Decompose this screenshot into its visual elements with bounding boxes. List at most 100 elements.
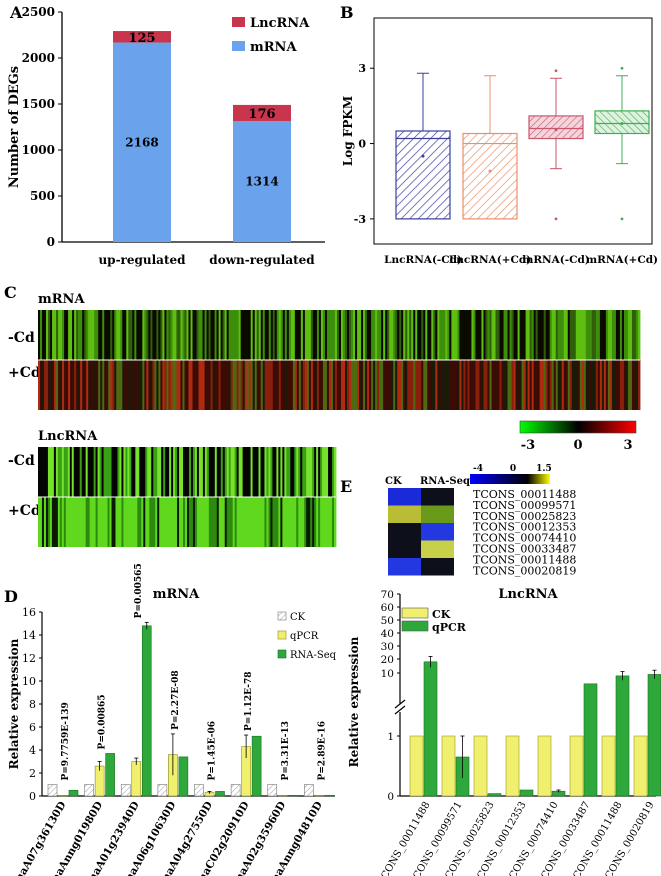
- heat-cell: [587, 310, 591, 360]
- row-label: +Cd: [8, 365, 41, 381]
- heat-cell: [132, 310, 135, 360]
- heat-cell: [503, 360, 506, 410]
- heat-cell: [595, 310, 599, 360]
- heat-cell: [169, 447, 172, 497]
- heat-cell: [316, 360, 320, 410]
- heat-cell: [441, 360, 444, 410]
- heat-cell: [258, 447, 261, 497]
- heat-cell: [521, 360, 525, 410]
- heat-cell: [306, 497, 309, 547]
- heat-cell: [256, 310, 260, 360]
- heat-cell: [228, 360, 232, 410]
- heat-cell: [415, 360, 418, 410]
- panel-label-b: B: [340, 3, 354, 22]
- heat-cell: [254, 360, 258, 410]
- heat-cell: [527, 360, 531, 410]
- heat-cell: [238, 310, 242, 360]
- heat-cell: [85, 497, 89, 547]
- heat-cell: [200, 447, 204, 497]
- heat-cell: [437, 310, 440, 360]
- heat-cell: [629, 310, 633, 360]
- heat-cell: [549, 310, 553, 360]
- heat-cell: [563, 360, 567, 410]
- heat-cell: [84, 310, 87, 360]
- heat-cell: [561, 360, 565, 410]
- heat-cell: [453, 360, 456, 410]
- heat-cell: [433, 360, 436, 410]
- heat-cell: [551, 360, 555, 410]
- heat-cell: [419, 360, 422, 410]
- x-tick-label: down-regulated: [209, 253, 315, 267]
- heat-cell: [73, 447, 77, 497]
- box-LncRNA(-Cd): [395, 130, 451, 220]
- p-value-label: P=3.31E-13: [281, 721, 291, 781]
- p-value-label: P=2.89E-16: [317, 721, 327, 781]
- heat-cell: [220, 310, 224, 360]
- heat-cell: [535, 360, 539, 410]
- heat-cell: [115, 447, 118, 497]
- heat-cell: [347, 360, 350, 410]
- heat-cell: [206, 360, 209, 410]
- heat-cell: [345, 310, 348, 360]
- heat-cell: [89, 497, 93, 547]
- heat-cell: [83, 497, 87, 547]
- bar-ck-BnaA02g35960D: [267, 784, 278, 797]
- heat-cell: [40, 310, 43, 360]
- heat-cell: [371, 360, 374, 410]
- heat-cell: [262, 497, 265, 547]
- heat-cell: [617, 360, 621, 410]
- heat-cell: [192, 497, 196, 547]
- heat-cell: [132, 360, 135, 410]
- heat-cell: [174, 310, 177, 360]
- heat-cell: [147, 447, 150, 497]
- heat-cell: [228, 497, 232, 547]
- y-tick-label: 2500: [22, 5, 55, 19]
- heat-cell: [42, 360, 45, 410]
- panel-b-boxplot: -3 0 3 Log FPKM LncRNA(-Cd)LncRNA(+Cd)mRNA(-…: [341, 17, 658, 266]
- heat-cell: [226, 310, 230, 360]
- heat-cell: [302, 447, 305, 497]
- heat-cell: [595, 360, 599, 410]
- heat-cell: [623, 360, 627, 410]
- heat-cell: [228, 310, 232, 360]
- heat-cell: [183, 497, 186, 547]
- heat-cell: [171, 447, 174, 497]
- heat-cell: [487, 310, 490, 360]
- legend-label: CK: [290, 612, 306, 623]
- heat-cell: [218, 360, 222, 410]
- heat-cell: [137, 447, 140, 497]
- heat-cell: [413, 310, 416, 360]
- heat-cell: [282, 497, 285, 547]
- heat-cell: [479, 310, 482, 360]
- heat-cell: [212, 310, 215, 360]
- heat-cell: [290, 447, 293, 497]
- heat-cell: [328, 447, 331, 497]
- heat-cell: [79, 447, 83, 497]
- heat-cell: [83, 447, 87, 497]
- heat-cell: [465, 310, 468, 360]
- colorbar-tick: 1.5: [536, 464, 552, 474]
- heat-cell: [171, 497, 174, 547]
- heat-cell: [148, 310, 151, 360]
- heat-cell: [431, 360, 434, 410]
- bar-qpcr-TCONS_00011488: [615, 675, 630, 797]
- heat-cell: [539, 360, 543, 410]
- heat-cell: [186, 360, 189, 410]
- heat-cell: [105, 497, 108, 547]
- heat-cell: [387, 310, 390, 360]
- heat-cell: [51, 447, 55, 497]
- heat-cell: [477, 360, 480, 410]
- heat-cell: [264, 360, 268, 410]
- heat-cell: [126, 310, 129, 360]
- heat-cell: [222, 360, 226, 410]
- heat-cell: [90, 360, 93, 410]
- heat-cell: [284, 310, 288, 360]
- heat-cell: [234, 360, 238, 410]
- y-tick-label: 1000: [22, 143, 55, 157]
- heat-cell: [276, 310, 280, 360]
- heat-cell: [591, 310, 595, 360]
- heat-cell: [228, 447, 232, 497]
- heat-cell: [238, 497, 242, 547]
- heat-cell: [459, 360, 462, 410]
- heat-cell: [290, 497, 293, 547]
